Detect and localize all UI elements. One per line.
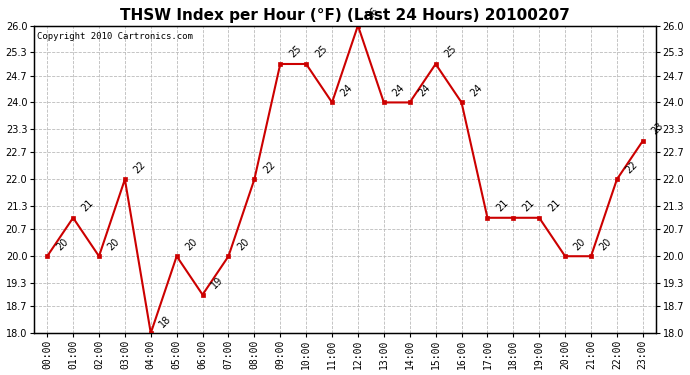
Text: 21: 21 bbox=[520, 198, 536, 214]
Text: 24: 24 bbox=[391, 82, 406, 98]
Text: 20: 20 bbox=[598, 236, 614, 252]
Text: 21: 21 bbox=[80, 198, 96, 214]
Text: 18: 18 bbox=[158, 313, 173, 329]
Text: 22: 22 bbox=[262, 159, 277, 175]
Text: 20: 20 bbox=[184, 236, 199, 252]
Text: 24: 24 bbox=[417, 82, 433, 98]
Text: 25: 25 bbox=[287, 44, 303, 60]
Text: 20: 20 bbox=[572, 236, 588, 252]
Text: 24: 24 bbox=[469, 82, 484, 98]
Text: 24: 24 bbox=[339, 82, 355, 98]
Text: 19: 19 bbox=[210, 275, 225, 291]
Text: 22: 22 bbox=[132, 159, 148, 175]
Text: 21: 21 bbox=[494, 198, 510, 214]
Text: 23: 23 bbox=[650, 121, 666, 137]
Text: Copyright 2010 Cartronics.com: Copyright 2010 Cartronics.com bbox=[37, 32, 193, 41]
Text: 25: 25 bbox=[313, 44, 329, 60]
Text: 20: 20 bbox=[106, 236, 121, 252]
Text: 20: 20 bbox=[235, 236, 251, 252]
Text: 21: 21 bbox=[546, 198, 562, 214]
Text: 20: 20 bbox=[54, 236, 70, 252]
Title: THSW Index per Hour (°F) (Last 24 Hours) 20100207: THSW Index per Hour (°F) (Last 24 Hours)… bbox=[120, 8, 570, 23]
Text: 22: 22 bbox=[624, 159, 640, 175]
Text: 25: 25 bbox=[442, 44, 458, 60]
Text: 26: 26 bbox=[365, 6, 381, 21]
